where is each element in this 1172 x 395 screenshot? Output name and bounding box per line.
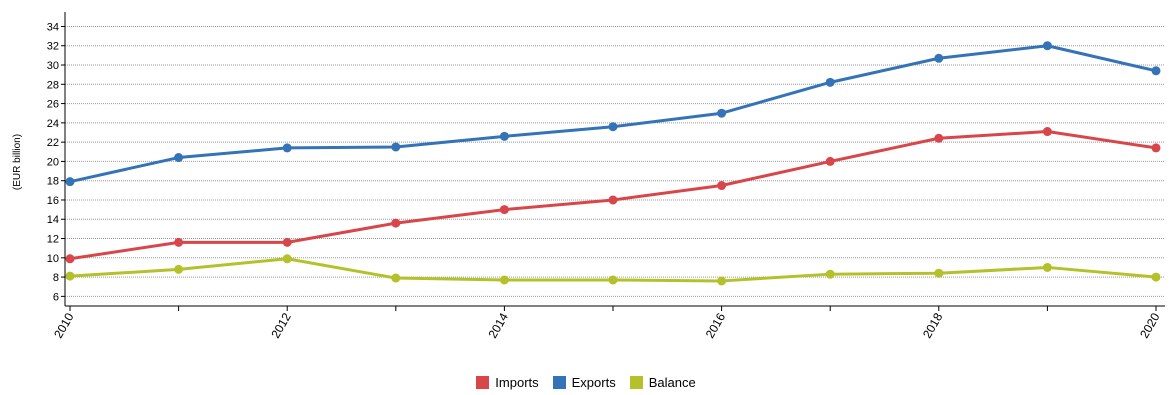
data-point[interactable] (65, 254, 75, 264)
data-point[interactable] (717, 276, 727, 286)
data-point[interactable] (391, 273, 401, 283)
data-point[interactable] (499, 275, 509, 285)
legend-label-balance: Balance (648, 375, 696, 390)
data-point[interactable] (717, 108, 727, 118)
data-point[interactable] (1042, 262, 1052, 272)
series-imports (65, 127, 1161, 264)
x-tick-label: 2016 (703, 310, 729, 340)
data-point[interactable] (608, 122, 618, 132)
data-point[interactable] (282, 254, 292, 264)
legend-label-exports: Exports (571, 375, 616, 390)
data-point[interactable] (282, 143, 292, 153)
series-lines (65, 41, 1161, 286)
data-point[interactable] (391, 218, 401, 228)
y-tick-label: 32 (47, 41, 59, 53)
y-tick-label: 16 (47, 195, 59, 207)
y-tick-label: 34 (47, 21, 59, 33)
data-point[interactable] (1151, 272, 1161, 282)
x-tick-label: 2014 (486, 310, 512, 340)
y-tick-label: 30 (47, 60, 59, 72)
data-point[interactable] (1151, 66, 1161, 76)
data-point[interactable] (1042, 41, 1052, 51)
data-point[interactable] (1042, 127, 1052, 137)
data-point[interactable] (174, 153, 184, 163)
data-point[interactable] (499, 205, 509, 215)
balance-swatch (629, 376, 643, 389)
line-chart: (EUR billion) 6 8 10 12 14 16 18 20 22 24 26 28 30 32… (12, 12, 1165, 341)
data-point[interactable] (65, 271, 75, 281)
x-tick-labels: 2010 2012 2014 2016 2018 2020 (51, 310, 1163, 340)
x-tick-label: 2012 (268, 310, 294, 340)
data-point[interactable] (934, 53, 944, 63)
series-exports (65, 41, 1161, 187)
data-point[interactable] (65, 177, 75, 187)
data-point[interactable] (717, 181, 727, 191)
data-point[interactable] (825, 156, 835, 166)
y-tick-label: 20 (47, 156, 59, 168)
data-point[interactable] (1151, 143, 1161, 153)
series-balance (65, 254, 1161, 286)
y-tick-labels: 6 8 10 12 14 16 18 20 22 24 26 28 30 32 34 (47, 21, 59, 303)
y-tick-label: 22 (47, 137, 59, 149)
data-point[interactable] (499, 131, 509, 141)
y-tick-label: 18 (47, 176, 59, 188)
legend-item-imports[interactable]: Imports (476, 375, 539, 390)
y-tick-label: 12 (47, 234, 59, 246)
x-tick-label: 2018 (920, 310, 946, 340)
data-point[interactable] (174, 237, 184, 247)
axes (61, 12, 1165, 311)
data-point[interactable] (174, 264, 184, 274)
x-tick-label: 2020 (1137, 310, 1163, 340)
y-tick-label: 14 (47, 214, 59, 226)
y-tick-label: 26 (47, 99, 59, 111)
legend-item-exports[interactable]: Exports (552, 375, 616, 390)
data-point[interactable] (282, 237, 292, 247)
y-tick-label: 28 (47, 79, 59, 91)
y-tick-label: 8 (53, 272, 59, 284)
series-line (69, 130, 1157, 261)
x-tick-label: 2010 (51, 310, 77, 340)
data-point[interactable] (825, 77, 835, 87)
y-tick-label: 24 (47, 118, 59, 130)
data-point[interactable] (825, 269, 835, 279)
legend-item-balance[interactable]: Balance (629, 375, 696, 390)
y-axis-title: (EUR billion) (12, 134, 23, 190)
legend: Imports Exports Balance (0, 375, 1172, 390)
data-point[interactable] (391, 142, 401, 152)
legend-label-imports: Imports (495, 375, 539, 390)
y-tick-label: 10 (47, 253, 59, 265)
data-point[interactable] (934, 133, 944, 143)
imports-swatch (476, 376, 490, 389)
gridlines (65, 25, 1165, 297)
data-point[interactable] (934, 268, 944, 278)
data-point[interactable] (608, 195, 618, 205)
data-point[interactable] (608, 275, 618, 285)
y-tick-label: 6 (53, 291, 59, 303)
exports-swatch (552, 376, 566, 389)
